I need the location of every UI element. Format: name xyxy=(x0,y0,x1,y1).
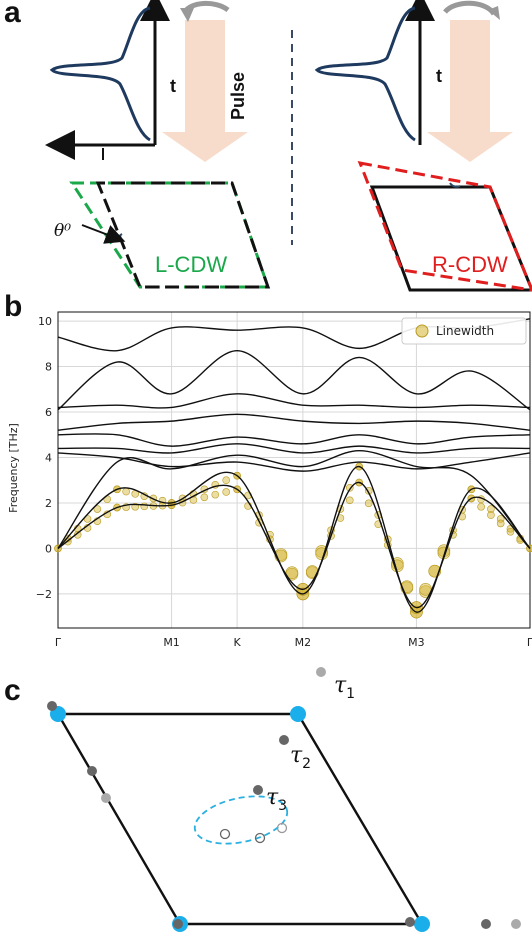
panel-a: a t I Pulse t xyxy=(4,0,532,292)
x-tick-label: K xyxy=(234,636,242,649)
dark-atom xyxy=(87,766,97,776)
phonon-band xyxy=(57,349,531,411)
r-cdw-label: R-CDW xyxy=(432,252,508,277)
linewidth-marker xyxy=(496,519,505,528)
panel-b-letter: b xyxy=(4,290,22,323)
left-pulse-arrow xyxy=(162,1,248,162)
linewidth-marker xyxy=(93,505,102,513)
l-cdw-label: L-CDW xyxy=(155,252,227,277)
open-atom xyxy=(276,822,288,834)
linewidth-marker xyxy=(122,487,130,496)
dark-atom xyxy=(279,735,289,745)
light-atom xyxy=(316,667,326,677)
phonon-band xyxy=(57,465,531,613)
open-atom xyxy=(219,828,231,840)
right-lorentzian-curve xyxy=(314,6,416,142)
x-tick-label: Γ xyxy=(527,636,532,649)
corner-atom xyxy=(414,916,430,932)
linewidth-marker xyxy=(222,488,230,496)
x-tick-label: Γ xyxy=(55,636,62,649)
orbit-ellipse xyxy=(193,795,289,845)
light-atom xyxy=(511,919,521,929)
y-tick-label: 10 xyxy=(38,315,52,328)
y-tick-label: 4 xyxy=(45,451,52,464)
l-cdw-diagram: θ⁰ L-CDW xyxy=(54,181,271,289)
x-tick-label: M3 xyxy=(408,636,425,649)
linewidth-marker xyxy=(496,515,505,523)
phonon-band xyxy=(57,393,531,409)
linewidth-marker xyxy=(211,490,220,499)
linewidth-marker xyxy=(345,496,354,505)
linewidth-marker xyxy=(477,502,485,511)
tau1-label: τ1 xyxy=(334,673,355,702)
linewidth-marker xyxy=(222,476,230,485)
theta-label: θ⁰ xyxy=(54,221,71,241)
unit-cell xyxy=(55,712,425,926)
y-tick-label: 2 xyxy=(45,497,52,510)
legend-box xyxy=(401,317,527,345)
y-tick-label: 0 xyxy=(45,542,52,555)
x-tick-label: M2 xyxy=(295,636,312,649)
phonon-band xyxy=(57,433,531,447)
dark-atom xyxy=(405,917,415,927)
left-t-label: t xyxy=(170,76,176,96)
panel-c: c τ1 τ2 τ3 xyxy=(4,667,521,932)
legend-marker xyxy=(415,324,429,338)
linewidth-marker xyxy=(140,502,149,511)
linewidth-marker xyxy=(487,511,495,519)
phonon-chart: 10 8 6 4 2 0 −2 Γ M1 K M2 M3 Γ Linewidth xyxy=(36,311,532,649)
tau3-label: τ3 xyxy=(266,785,287,814)
r-cdw-diagram: R-CDW xyxy=(357,161,532,292)
y-axis-label: Frequency [THz] xyxy=(7,423,20,513)
linewidth-marker xyxy=(506,527,515,536)
dark-atom xyxy=(47,701,57,711)
phonon-band xyxy=(57,481,531,609)
y-tick-label: 6 xyxy=(45,406,52,419)
left-plot-axes: t I xyxy=(45,0,176,160)
phonon-band xyxy=(57,452,531,472)
x-tick-label: M1 xyxy=(163,636,180,649)
right-plot-axes: t xyxy=(314,0,513,162)
linewidth-marker xyxy=(200,493,209,502)
light-atom xyxy=(101,793,111,803)
open-atom xyxy=(254,832,266,844)
phonon-band xyxy=(57,443,531,454)
left-lorentzian-curve xyxy=(49,6,151,142)
plot-frame xyxy=(57,311,531,629)
phonon-band xyxy=(57,413,531,431)
panel-b: b Frequency [THz] 10 8 6 4 2 0 −2 Γ M1 K M2 M3 Γ Line… xyxy=(4,290,532,649)
phonon-band xyxy=(57,449,531,549)
dark-atom xyxy=(173,919,183,929)
pulse-label: Pulse xyxy=(228,72,248,120)
panel-c-letter: c xyxy=(4,674,21,707)
panel-a-letter: a xyxy=(4,0,21,29)
y-tick-label: 8 xyxy=(45,361,52,374)
dark-atom xyxy=(253,785,263,795)
dark-atom xyxy=(481,919,491,929)
linewidth-marker xyxy=(73,530,82,539)
legend-label: Linewidth xyxy=(436,324,494,338)
linewidth-marker xyxy=(487,505,495,513)
linewidth-marker xyxy=(364,499,373,508)
corner-atom xyxy=(290,706,306,722)
y-tick-label: −2 xyxy=(36,588,52,601)
right-t-label: t xyxy=(436,66,442,86)
linewidth-marker xyxy=(285,566,299,579)
tau2-label: τ2 xyxy=(290,743,311,772)
